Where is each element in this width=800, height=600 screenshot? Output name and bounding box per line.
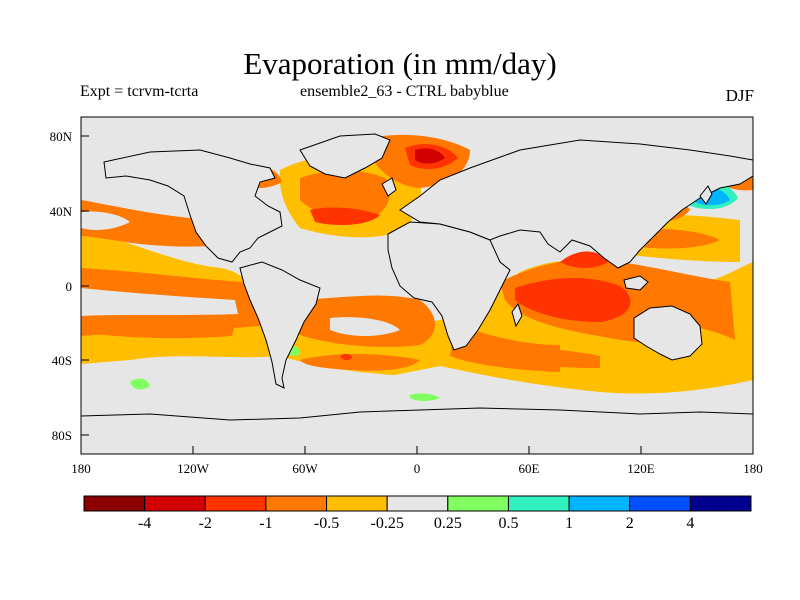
colorbar-label: 0.25: [434, 515, 462, 532]
madagascar-outline: [511, 302, 523, 328]
greenland-outline: [299, 133, 391, 179]
experiment-label: Expt = tcrvm-tcrta: [80, 83, 199, 100]
colorbar: -4 -2 -1 -0.5 -0.25 0.25 0.5 1 2 4: [83, 495, 752, 532]
season-label: DJF: [725, 86, 754, 105]
colorbar-label: -0.25: [371, 515, 404, 532]
colorbar-box: [204, 495, 267, 512]
ensemble-label: ensemble2_63 - CTRL babyblue: [300, 83, 509, 100]
lat-tick-label: 40N: [50, 204, 73, 219]
lon-tick-label: 60E: [519, 461, 540, 476]
lon-tick-label: 0: [414, 461, 421, 476]
colorbar-box: [689, 495, 752, 512]
colorbar-box: [507, 495, 570, 512]
eurasia-outline: [399, 139, 753, 269]
colorbar-label: -4: [138, 515, 151, 532]
colorbar-box: [386, 495, 449, 512]
lat-tick-marks: [81, 135, 89, 436]
colorbar-label: -1: [259, 515, 272, 532]
map-title: Evaporation (in mm/day): [243, 46, 557, 81]
colorbar-label: -0.5: [314, 515, 339, 532]
colorbar-boxes: [83, 495, 752, 512]
lon-tick-marks: [192, 446, 642, 454]
colorbar-label: 2: [626, 515, 634, 532]
colorbar-label: 1: [565, 515, 573, 532]
colorbar-label: 4: [686, 515, 694, 532]
lon-tick-label: 180: [743, 461, 763, 476]
coastlines: [81, 133, 753, 454]
lon-tick-label: 180: [71, 461, 91, 476]
colorbar-box: [83, 495, 146, 512]
colorbar-labels: -4 -2 -1 -0.5 -0.25 0.25 0.5 1 2 4: [138, 515, 694, 532]
map-panel: [81, 117, 753, 454]
colorbar-box: [629, 495, 691, 512]
antarctica-outline: [81, 407, 753, 454]
lon-tick-labels: 180 120W 60W 0 60E 120E 180: [71, 461, 763, 476]
colorbar-label: 0.5: [498, 515, 518, 532]
colorbar-box: [326, 495, 388, 512]
colorbar-box: [265, 495, 328, 512]
lon-tick-label: 60W: [292, 461, 318, 476]
japan-outline: [699, 185, 713, 205]
lat-tick-label: 80N: [50, 129, 73, 144]
colorbar-box: [447, 495, 509, 512]
colorbar-box: [144, 495, 206, 512]
south-america-outline: [239, 261, 321, 389]
australia-outline: [633, 305, 703, 361]
british-isles-outline: [381, 177, 397, 197]
colorbar-box: [568, 495, 631, 512]
lat-tick-label: 80S: [52, 428, 72, 443]
indonesia-outline: [623, 275, 649, 291]
lon-tick-label: 120E: [627, 461, 655, 476]
lat-tick-label: 0: [66, 279, 73, 294]
north-america-outline: [103, 149, 283, 263]
colorbar-label: -2: [199, 515, 212, 532]
lat-tick-label: 40S: [52, 353, 72, 368]
lon-tick-label: 120W: [177, 461, 210, 476]
lat-tick-labels: 80N 40N 0 40S 80S: [50, 129, 73, 443]
